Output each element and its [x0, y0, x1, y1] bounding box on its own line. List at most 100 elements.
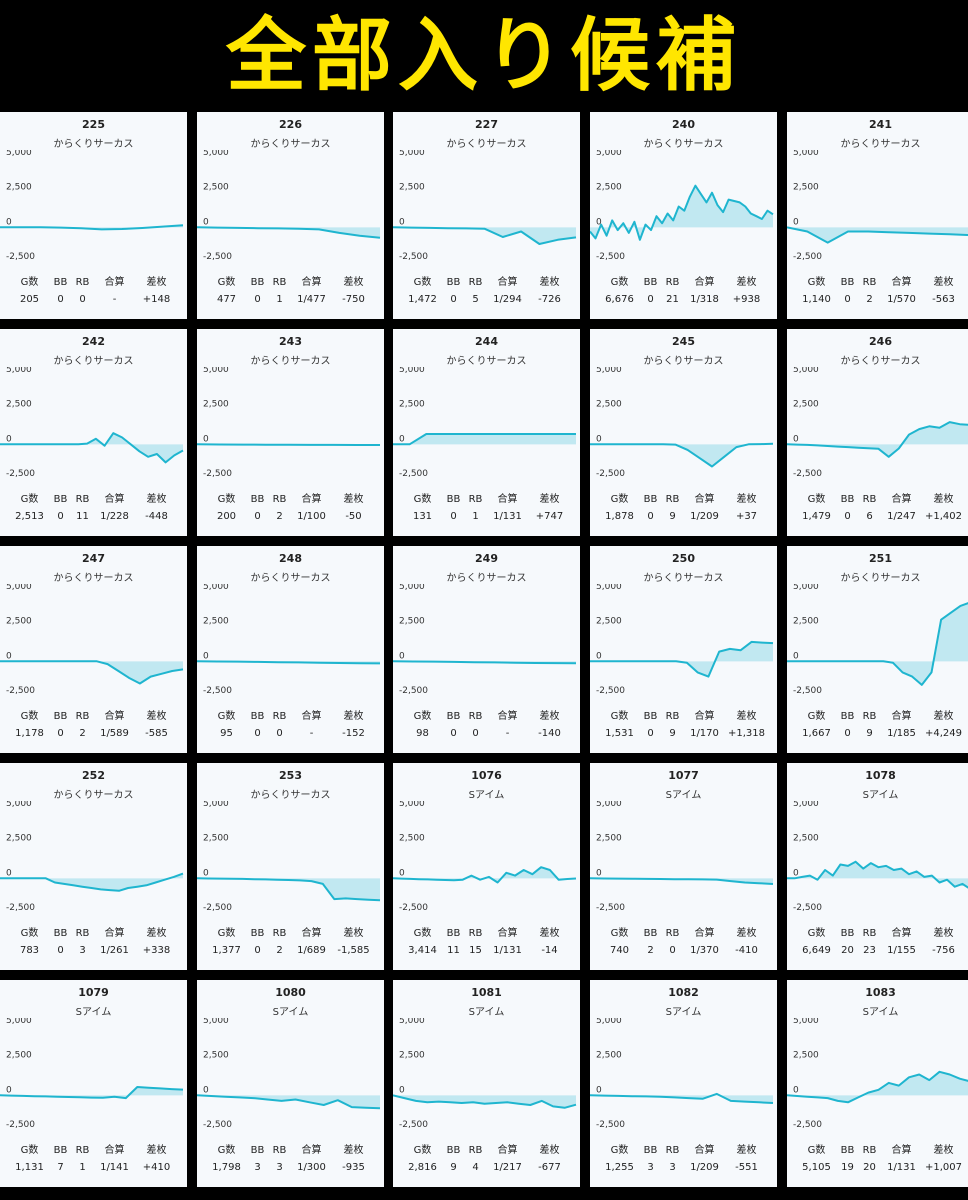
machine-number: 1076	[471, 769, 502, 782]
stats-value-row: 740 2 0 1/370 -410	[590, 942, 777, 959]
machine-model: Sアイム	[665, 790, 702, 801]
stats-header: RB	[468, 711, 483, 722]
stats-table: G数 BB RB 合算 差枚 740 2 0 1/370 -410	[590, 925, 777, 959]
stats-value: 1,798	[212, 1162, 241, 1173]
stats-value: 1/209	[690, 511, 719, 522]
y-tick-label: 0	[6, 651, 12, 661]
machine-card: 252 からくりサーカス 5,000 2,500 0 -2,500 G数 BB RB 合算 差枚 78…	[0, 763, 187, 970]
y-tick-label: 0	[399, 217, 405, 227]
stats-header: RB	[862, 277, 877, 288]
stats-header: 合算	[891, 928, 912, 939]
machine-card: 244 からくりサーカス 5,000 2,500 0 -2,500 G数 BB RB 合算 差枚 13…	[393, 329, 580, 536]
series-line	[393, 1094, 577, 1109]
stats-value: 0	[254, 511, 261, 522]
stats-table: G数 BB RB 合算 差枚 2,816 9 4 1/217 -677	[393, 1142, 580, 1176]
stats-header: 合算	[694, 494, 715, 505]
series-line	[787, 602, 968, 686]
y-tick-label: 5,000	[6, 801, 32, 809]
y-tick-label: 5,000	[596, 367, 622, 375]
y-tick-label: 2,500	[596, 400, 622, 410]
stats-header: BB	[53, 494, 68, 505]
series-line	[787, 1070, 968, 1104]
y-tick-label: -2,500	[203, 686, 232, 696]
y-tick-label: 0	[596, 1085, 602, 1095]
stats-value: -14	[541, 945, 558, 956]
machine-model: からくりサーカス	[53, 356, 134, 367]
stats-table: G数 BB RB 合算 差枚 1,667 0 9 1/185 +4,249	[787, 708, 968, 742]
machine-card: 248 からくりサーカス 5,000 2,500 0 -2,500 G数 BB RB 合算 差枚 95…	[197, 546, 384, 753]
y-tick-label: 5,000	[596, 1018, 622, 1026]
machine-card: 253 からくりサーカス 5,000 2,500 0 -2,500 G数 BB RB 合算 差枚 1,…	[197, 763, 384, 970]
stats-value: 1/589	[100, 728, 129, 739]
stats-value-row: 1,377 0 2 1/689 -1,585	[197, 942, 384, 959]
payout-chart: 5,000 2,500 0 -2,500	[787, 150, 968, 262]
y-tick-label: 2,500	[793, 1051, 819, 1061]
stats-value: 1,479	[802, 511, 831, 522]
stats-value: 0	[647, 294, 654, 305]
stats-value: 2,513	[15, 511, 44, 522]
series-line	[590, 877, 774, 885]
stats-value: 0	[450, 294, 457, 305]
series-line	[393, 866, 577, 884]
stats-header: 合算	[301, 277, 322, 288]
stats-header: BB	[250, 928, 265, 939]
stats-value: 3	[276, 1162, 283, 1173]
payout-chart: 5,000 2,500 0 -2,500	[590, 150, 774, 262]
payout-chart: 5,000 2,500 0 -2,500	[590, 801, 774, 913]
stats-value: 1/370	[690, 945, 719, 956]
y-tick-label: 5,000	[6, 367, 32, 375]
stats-header: BB	[446, 277, 461, 288]
stats-header: G数	[807, 711, 826, 722]
payout-chart: 5,000 2,500 0 -2,500	[590, 1018, 774, 1130]
stats-header-row: G数 BB RB 合算 差枚	[590, 274, 777, 291]
stats-value: +1,402	[924, 511, 962, 522]
stats-header: 合算	[104, 494, 125, 505]
stats-header: BB	[643, 1145, 658, 1156]
stats-header: 差枚	[539, 711, 560, 722]
stats-value: 95	[220, 728, 233, 739]
stats-header: BB	[446, 1145, 461, 1156]
stats-header: RB	[468, 494, 483, 505]
y-tick-label: 5,000	[793, 367, 819, 375]
y-tick-label: 0	[6, 434, 12, 444]
stats-value: -152	[342, 728, 365, 739]
y-tick-label: 5,000	[203, 801, 229, 809]
stats-header: RB	[665, 277, 680, 288]
stats-value: 0	[669, 945, 676, 956]
stats-value: 1	[276, 294, 283, 305]
stats-value: 0	[254, 294, 261, 305]
machine-number: 250	[672, 552, 695, 565]
stats-header: 合算	[497, 494, 518, 505]
stats-value: -140	[538, 728, 561, 739]
y-tick-label: 2,500	[399, 1051, 425, 1061]
stats-header: RB	[862, 1145, 877, 1156]
stats-value: 1,377	[212, 945, 241, 956]
stats-value: 1/477	[297, 294, 326, 305]
stats-header-row: G数 BB RB 合算 差枚	[787, 491, 968, 508]
machine-model: からくりサーカス	[250, 573, 331, 584]
stats-table: G数 BB RB 合算 差枚 3,414 11 15 1/131 -14	[393, 925, 580, 959]
y-tick-label: 5,000	[793, 801, 819, 809]
stats-header: G数	[807, 1145, 826, 1156]
series-line	[787, 421, 968, 458]
stats-value: 783	[19, 945, 40, 956]
y-tick-label: -2,500	[596, 1120, 625, 1130]
stats-header-row: G数 BB RB 合算 差枚	[0, 925, 187, 942]
machine-number: 251	[869, 552, 892, 565]
stats-header: 差枚	[146, 277, 167, 288]
stats-header: RB	[665, 494, 680, 505]
stats-header: G数	[217, 711, 236, 722]
stats-value-row: 477 0 1 1/477 -750	[197, 291, 384, 308]
y-tick-label: 0	[6, 868, 12, 878]
stats-header: 差枚	[539, 494, 560, 505]
y-tick-label: 2,500	[399, 617, 425, 627]
stats-table: G数 BB RB 合算 差枚 1,798 3 3 1/300 -935	[197, 1142, 384, 1176]
machine-card: 1083 Sアイム 5,000 2,500 0 -2,500 G数 BB RB 合算 差枚 5,105…	[787, 980, 968, 1187]
stats-header: 合算	[891, 277, 912, 288]
y-tick-label: -2,500	[596, 252, 625, 262]
y-tick-label: -2,500	[596, 469, 625, 479]
stats-value-row: 1,472 0 5 1/294 -726	[393, 291, 580, 308]
machine-number: 1082	[668, 986, 699, 999]
stats-header-row: G数 BB RB 合算 差枚	[0, 708, 187, 725]
stats-value: 1/300	[297, 1162, 326, 1173]
